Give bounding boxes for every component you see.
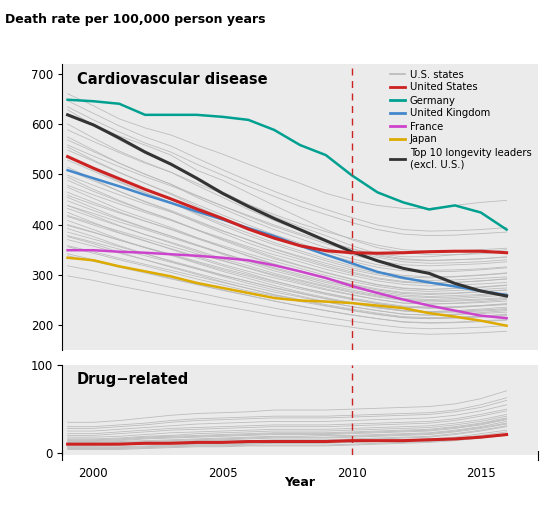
Text: Year: Year	[285, 475, 315, 489]
Text: 2010: 2010	[337, 467, 367, 480]
Text: 2000: 2000	[79, 467, 108, 480]
Text: Drug−related: Drug−related	[77, 372, 189, 387]
Legend: U.S. states, United States, Germany, United Kingdom, France, Japan, Top 10 longe: U.S. states, United States, Germany, Uni…	[386, 66, 535, 173]
Text: 2015: 2015	[466, 467, 496, 480]
Text: 2005: 2005	[208, 467, 237, 480]
Text: Death rate per 100,000 person years: Death rate per 100,000 person years	[5, 13, 266, 26]
Text: Cardiovascular disease: Cardiovascular disease	[77, 72, 267, 87]
